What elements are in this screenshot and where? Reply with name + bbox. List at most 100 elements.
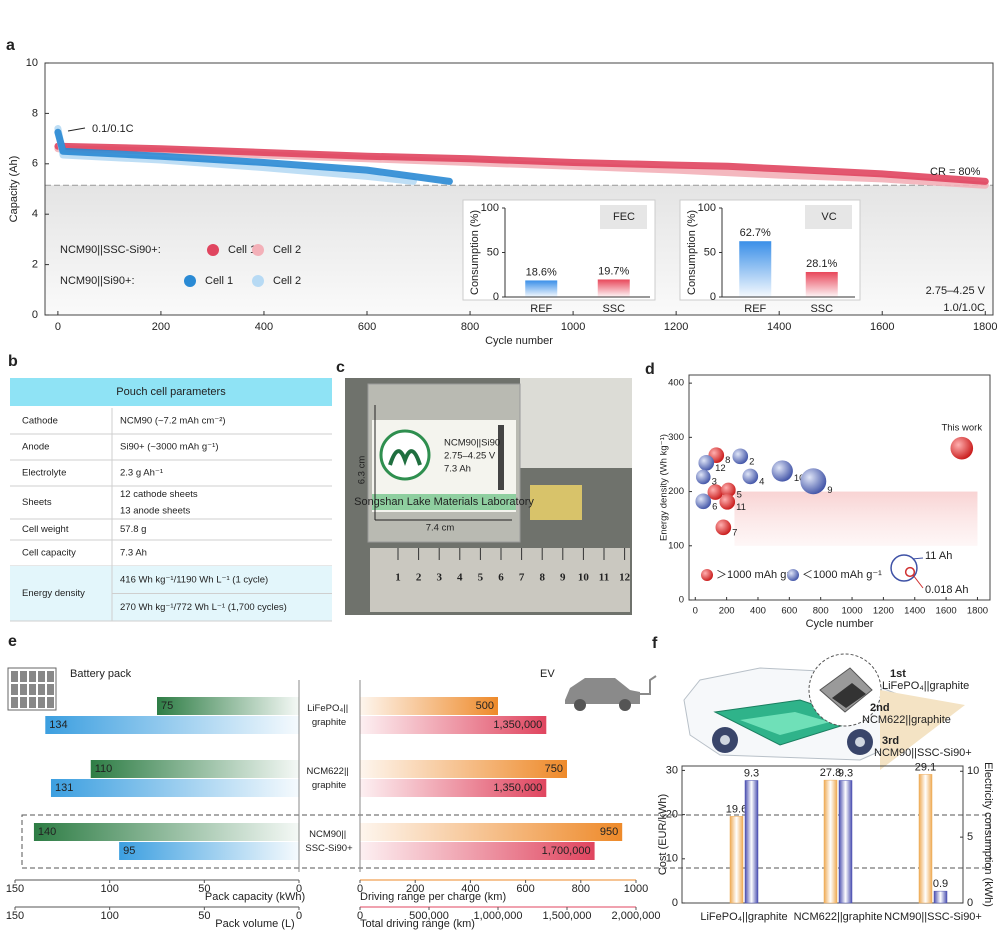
value-label: 29.1 <box>915 761 936 773</box>
x-tick-label: 50 <box>198 910 210 922</box>
bar <box>744 780 759 904</box>
logo-mark <box>388 449 422 467</box>
row-label: Cathode <box>22 416 58 427</box>
x-tick-label: 0 <box>55 321 61 333</box>
x-tick-label: LiFePO₄||graphite <box>700 911 787 923</box>
bar <box>525 280 558 297</box>
value-label: 75 <box>161 700 173 712</box>
axis-title: Pack capacity (kWh) <box>205 891 305 903</box>
pouch-text: NCM90||Si90 <box>444 438 500 449</box>
ruler-number: 6 <box>498 572 504 584</box>
value-label: 28.1% <box>806 258 837 270</box>
highlight-box <box>21 814 991 869</box>
y-tick-label: 4 <box>32 208 38 220</box>
bubble-label: 3 <box>712 477 717 488</box>
y-axis-label: Consumption (%) <box>686 210 698 295</box>
x-tick-label: 1200 <box>873 606 894 617</box>
legend-swatch <box>252 244 264 256</box>
legend-swatch <box>252 275 264 287</box>
bar <box>119 842 299 860</box>
x-tick-label: 400 <box>461 883 479 895</box>
bar <box>33 823 299 841</box>
x-tick-label: 1,500,000 <box>543 910 592 922</box>
value-label: 95 <box>123 845 135 857</box>
bar <box>50 779 300 797</box>
bubble <box>950 436 974 460</box>
row-value: 270 Wh kg⁻¹/772 Wh L⁻¹ (1,700 cycles) <box>120 602 287 613</box>
annotation: 1.0/1.0C <box>943 302 985 314</box>
size-legend-leader <box>913 557 924 560</box>
x-tick-label: NCM622||graphite <box>794 911 883 923</box>
y-tick-label: 400 <box>668 378 684 389</box>
size-legend <box>890 554 918 582</box>
rank: 2nd <box>870 702 890 714</box>
value-label: 27.8 <box>820 767 841 779</box>
x-tick-label: 1000 <box>841 606 862 617</box>
row-label: Cell weight <box>22 524 69 535</box>
value-label: 18.6% <box>526 266 557 278</box>
y2-tick-label: 0 <box>967 897 973 909</box>
x-tick-label: 800 <box>813 606 829 617</box>
x-tick-label: 400 <box>255 321 273 333</box>
annotation-arrow <box>67 127 86 132</box>
x-tick-label: 100 <box>100 910 118 922</box>
x-tick-label: 600 <box>516 883 534 895</box>
category-label: NCM622|| graphite <box>306 766 351 791</box>
bubble-label: 6 <box>712 501 717 512</box>
bar <box>823 779 838 904</box>
dimension-label: 7.4 cm <box>426 523 455 534</box>
bubble <box>800 468 827 495</box>
ev-label: EV <box>540 668 555 680</box>
x-tick-label: 200 <box>719 606 735 617</box>
row-value: NCM90 (~7.2 mAh cm⁻²) <box>120 416 226 427</box>
bubble <box>771 460 793 482</box>
x-tick-label: REF <box>744 303 766 315</box>
y-tick-label: 10 <box>26 57 38 69</box>
ruler-number: 4 <box>457 572 463 584</box>
bubble <box>721 482 736 498</box>
bubble-label: 7 <box>732 527 737 538</box>
x-axis-label: Cycle number <box>485 335 553 347</box>
bubble-label: 10 <box>794 473 805 484</box>
row-value: 2.3 g Ah⁻¹ <box>120 468 163 479</box>
y-tick-label: 50 <box>704 246 716 258</box>
x-tick-label: 1400 <box>904 606 925 617</box>
table-header <box>10 378 332 406</box>
panel-label: c <box>336 359 345 376</box>
inset-title-box <box>805 205 852 229</box>
value-label: 62.7% <box>740 227 771 239</box>
size-legend <box>904 566 916 578</box>
bar <box>360 842 595 860</box>
value-label: 19.7% <box>598 265 629 277</box>
row-value: 12 cathode sheets <box>120 489 198 500</box>
category-label: LiFePO₄|| graphite <box>307 703 351 728</box>
x-tick-label: 1600 <box>936 606 957 617</box>
x-tick-label: 50 <box>198 883 210 895</box>
value-label: 1,350,000 <box>493 782 542 794</box>
x-tick-label: 0 <box>357 910 363 922</box>
x-tick-label: 150 <box>6 883 24 895</box>
dimension-label: 6.3 cm <box>357 456 368 485</box>
panel-label: b <box>8 353 18 370</box>
annotation: 0.1/0.1C <box>92 123 134 135</box>
ruler-number: 7 <box>519 572 525 584</box>
legend-swatch <box>207 244 219 256</box>
annotation: CR = 80% <box>930 166 981 178</box>
bar <box>597 279 630 297</box>
x-tick-label: 2,000,000 <box>612 910 661 922</box>
y-tick-label: 100 <box>481 202 499 214</box>
capacity-line <box>54 142 989 185</box>
bar <box>360 760 567 778</box>
bar <box>918 774 933 904</box>
pouch-text: 2.75–4.25 V <box>444 451 496 462</box>
value-label: 500 <box>476 700 494 712</box>
inset-title: FEC <box>613 211 635 223</box>
y-tick-label: 6 <box>32 158 38 170</box>
x-tick-label: 0 <box>693 606 698 617</box>
ruler-number: 10 <box>578 572 590 584</box>
y-axis-label: Cost (EUR/kWh) <box>657 794 669 875</box>
size-legend-label: 0.018 Ah <box>925 584 968 596</box>
y-tick-label: 0 <box>672 897 678 909</box>
legend-label: Cell 2 <box>273 244 301 256</box>
